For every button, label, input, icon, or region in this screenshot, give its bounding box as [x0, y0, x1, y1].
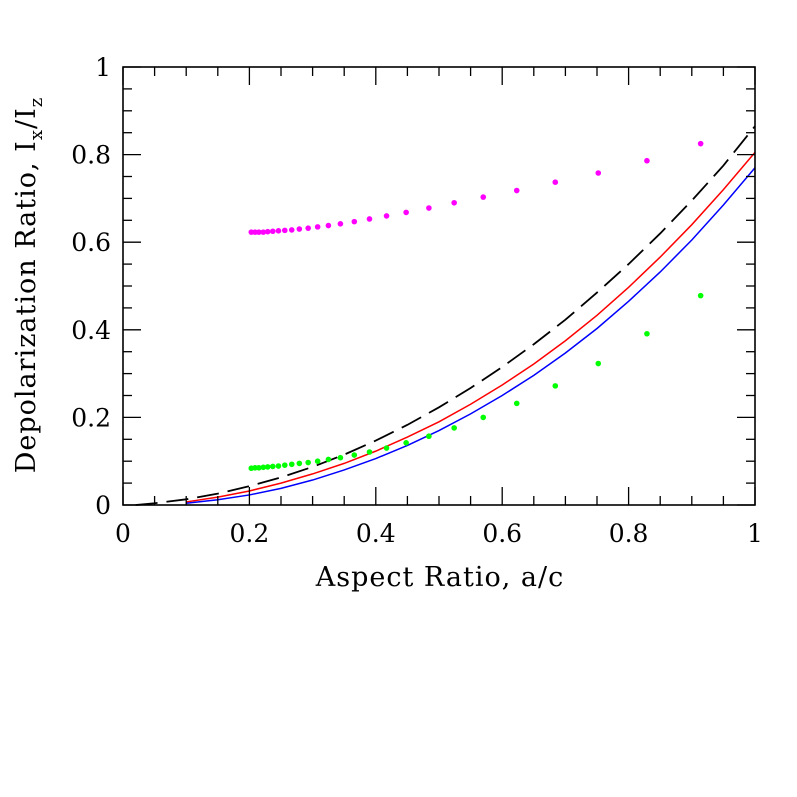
solid-curve-2: [186, 167, 756, 504]
data-point: [281, 227, 288, 234]
y-axis-title-main: Depolarization Ratio, I: [11, 140, 42, 473]
y-tick-label: 0.6: [71, 228, 111, 257]
data-point: [275, 228, 282, 234]
plot-area: [135, 125, 756, 506]
data-point: [595, 170, 602, 176]
data-point: [337, 454, 344, 461]
data-point: [325, 456, 332, 463]
data-point: [337, 221, 344, 227]
data-point: [451, 425, 457, 431]
data-point: [351, 218, 358, 225]
data-point: [264, 464, 271, 470]
data-point: [451, 199, 457, 206]
y-tick-label: 1: [95, 53, 111, 82]
data-point: [296, 460, 303, 467]
data-point: [383, 445, 390, 451]
data-point: [305, 459, 311, 466]
data-point: [256, 464, 262, 471]
data-point: [644, 157, 650, 164]
x-tick-label: 1: [747, 519, 763, 548]
data-point: [383, 213, 390, 219]
data-point: [552, 383, 559, 389]
data-point: [480, 414, 487, 421]
data-point: [595, 360, 602, 367]
y-tick-label: 0.4: [71, 316, 111, 345]
data-point: [288, 461, 295, 468]
data-point: [403, 440, 409, 446]
y-tick-label: 0.8: [71, 141, 111, 170]
data-point: [366, 216, 373, 222]
data-point: [480, 194, 487, 200]
data-point: [275, 463, 282, 469]
x-tick-label: 0.2: [230, 519, 270, 548]
data-point: [260, 464, 267, 471]
y-tick-label: 0.2: [71, 403, 111, 432]
data-point: [366, 449, 373, 455]
solid-curve-1: [186, 151, 756, 503]
y-axis-title-sub1: x: [26, 129, 47, 140]
data-point: [325, 222, 332, 229]
data-point: [264, 228, 271, 235]
x-tick-label: 0.6: [482, 519, 522, 548]
data-point: [426, 205, 432, 211]
y-axis-title-slash: /I: [11, 107, 42, 129]
data-point: [697, 140, 704, 147]
data-point: [513, 400, 520, 407]
y-axis-title: Depolarization Ratio, Ix/Iz: [11, 97, 47, 474]
data-point: [314, 458, 321, 465]
data-point: [697, 292, 704, 299]
data-point: [305, 225, 311, 231]
dashed-curve: [135, 125, 756, 506]
data-point: [552, 179, 559, 185]
x-tick-label: 0.8: [609, 519, 649, 548]
data-point: [269, 228, 276, 235]
data-point: [260, 229, 267, 235]
data-point: [351, 452, 358, 458]
data-point: [256, 229, 262, 235]
x-axis-title: Aspect Ratio, a/c: [315, 562, 564, 593]
data-point: [296, 226, 303, 232]
data-point: [314, 224, 321, 230]
data-point: [269, 463, 276, 470]
data-point: [281, 462, 288, 468]
x-tick-label: 0.4: [356, 519, 396, 548]
plot-frame: [122, 66, 756, 506]
data-point: [644, 330, 650, 337]
data-point: [513, 187, 520, 194]
data-point: [288, 227, 295, 233]
x-tick-label: 0: [115, 519, 131, 548]
data-point: [426, 433, 432, 440]
tick-labels: 0 0.2 0.4 0.6 0.8 1 0 0.2 0.4 0.6 0.8 1: [71, 53, 763, 548]
y-tick-label: 0: [95, 491, 111, 520]
data-point: [403, 209, 409, 216]
y-axis-title-sub2: z: [26, 97, 47, 107]
